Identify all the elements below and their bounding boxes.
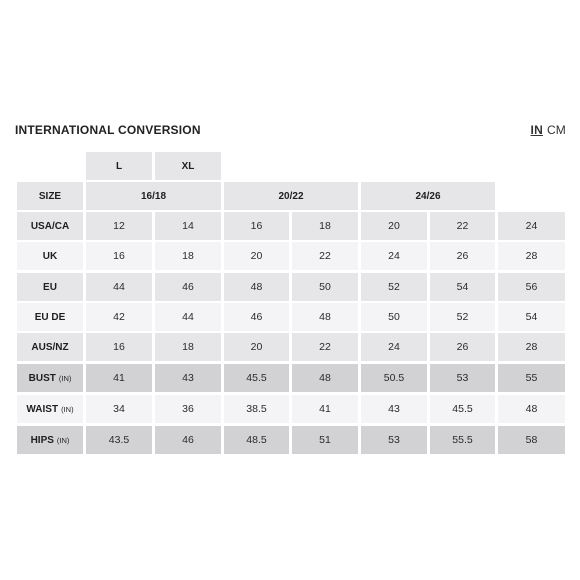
table-cell: 52 bbox=[430, 303, 495, 331]
unit-toggle: IN CM bbox=[531, 123, 566, 137]
row-label-waist: WAIST (IN) bbox=[17, 395, 83, 423]
table-cell: 22 bbox=[430, 212, 495, 240]
row-label-text: UK bbox=[42, 250, 58, 262]
table-cell: 50 bbox=[361, 303, 427, 331]
table-cell: 53 bbox=[430, 364, 495, 392]
size-group-20-22: 20/22 bbox=[224, 182, 358, 210]
row-label-unit: (IN) bbox=[61, 404, 74, 414]
row-label-text: AUS/NZ bbox=[31, 341, 69, 353]
table-cell: 24 bbox=[498, 212, 565, 240]
table-cell: 24 bbox=[361, 333, 427, 361]
table-cell: 50 bbox=[292, 273, 358, 301]
table-cell: 16 bbox=[86, 242, 152, 270]
row-label-text: BUST bbox=[28, 372, 56, 384]
size-group-24-26: 24/26 bbox=[361, 182, 495, 210]
table-cell: 52 bbox=[361, 273, 427, 301]
row-label-text: EU bbox=[43, 281, 57, 293]
table-cell: 38.5 bbox=[224, 395, 289, 423]
table-cell: 41 bbox=[86, 364, 152, 392]
row-label-eu-de: EU DE bbox=[17, 303, 83, 331]
table-cell: 56 bbox=[498, 273, 565, 301]
table-cell: 44 bbox=[155, 303, 221, 331]
size-row-label: SIZE bbox=[17, 182, 83, 210]
table-cell: 20 bbox=[224, 333, 289, 361]
table-cell: 34 bbox=[86, 395, 152, 423]
table-cell: 43.5 bbox=[86, 426, 152, 454]
table-cell: 45.5 bbox=[224, 364, 289, 392]
size-letter-xl: XL bbox=[155, 152, 221, 180]
table-cell: 16 bbox=[86, 333, 152, 361]
row-label-text: EU DE bbox=[34, 311, 66, 323]
table-cell: 46 bbox=[224, 303, 289, 331]
table-cell: 24 bbox=[361, 242, 427, 270]
row-label-text: WAIST bbox=[26, 403, 59, 415]
table-cell: 14 bbox=[155, 212, 221, 240]
table-cell: 46 bbox=[155, 273, 221, 301]
unit-in-option[interactable]: IN bbox=[530, 123, 543, 137]
page-title: INTERNATIONAL CONVERSION bbox=[15, 123, 201, 137]
table-cell: 55.5 bbox=[430, 426, 495, 454]
table-cell: 48.5 bbox=[224, 426, 289, 454]
table-cell: 46 bbox=[155, 426, 221, 454]
table-cell: 22 bbox=[292, 333, 358, 361]
table-cell: 45.5 bbox=[430, 395, 495, 423]
table-cell: 51 bbox=[292, 426, 358, 454]
table-cell: 42 bbox=[86, 303, 152, 331]
table-cell: 50.5 bbox=[361, 364, 427, 392]
row-label-aus-nz: AUS/NZ bbox=[17, 333, 83, 361]
row-label-bust: BUST (IN) bbox=[17, 364, 83, 392]
table-cell: 48 bbox=[224, 273, 289, 301]
table-cell: 54 bbox=[430, 273, 495, 301]
table-cell: 55 bbox=[498, 364, 565, 392]
table-cell: 26 bbox=[430, 242, 495, 270]
row-label-text: HIPS bbox=[30, 434, 54, 446]
table-cell: 53 bbox=[361, 426, 427, 454]
table-cell: 12 bbox=[86, 212, 152, 240]
table-cell: 16 bbox=[224, 212, 289, 240]
row-label-eu: EU bbox=[17, 273, 83, 301]
table-cell: 48 bbox=[498, 395, 565, 423]
table-cell: 26 bbox=[430, 333, 495, 361]
unit-cm-option[interactable]: CM bbox=[546, 123, 566, 137]
size-letter-l: L bbox=[86, 152, 152, 180]
size-group-16-18: 16/18 bbox=[86, 182, 221, 210]
table-cell: 28 bbox=[498, 333, 565, 361]
row-label-usa-ca: USA/CA bbox=[17, 212, 83, 240]
table-cell: 18 bbox=[155, 242, 221, 270]
table-cell: 20 bbox=[361, 212, 427, 240]
table-cell: 41 bbox=[292, 395, 358, 423]
table-cell: 48 bbox=[292, 364, 358, 392]
row-label-hips: HIPS (IN) bbox=[17, 426, 83, 454]
table-cell: 36 bbox=[155, 395, 221, 423]
table-cell: 28 bbox=[498, 242, 565, 270]
table-cell: 58 bbox=[498, 426, 565, 454]
table-cell: 18 bbox=[155, 333, 221, 361]
table-cell: 54 bbox=[498, 303, 565, 331]
table-cell: 20 bbox=[224, 242, 289, 270]
row-label-text: USA/CA bbox=[30, 220, 70, 232]
table-cell: 18 bbox=[292, 212, 358, 240]
table-cell: 22 bbox=[292, 242, 358, 270]
row-label-unit: (IN) bbox=[58, 373, 72, 383]
row-label-uk: UK bbox=[17, 242, 83, 270]
table-cell: 44 bbox=[86, 273, 152, 301]
table-cell: 43 bbox=[361, 395, 427, 423]
table-cell: 43 bbox=[155, 364, 221, 392]
row-label-unit: (IN) bbox=[56, 435, 70, 445]
table-cell: 48 bbox=[292, 303, 358, 331]
